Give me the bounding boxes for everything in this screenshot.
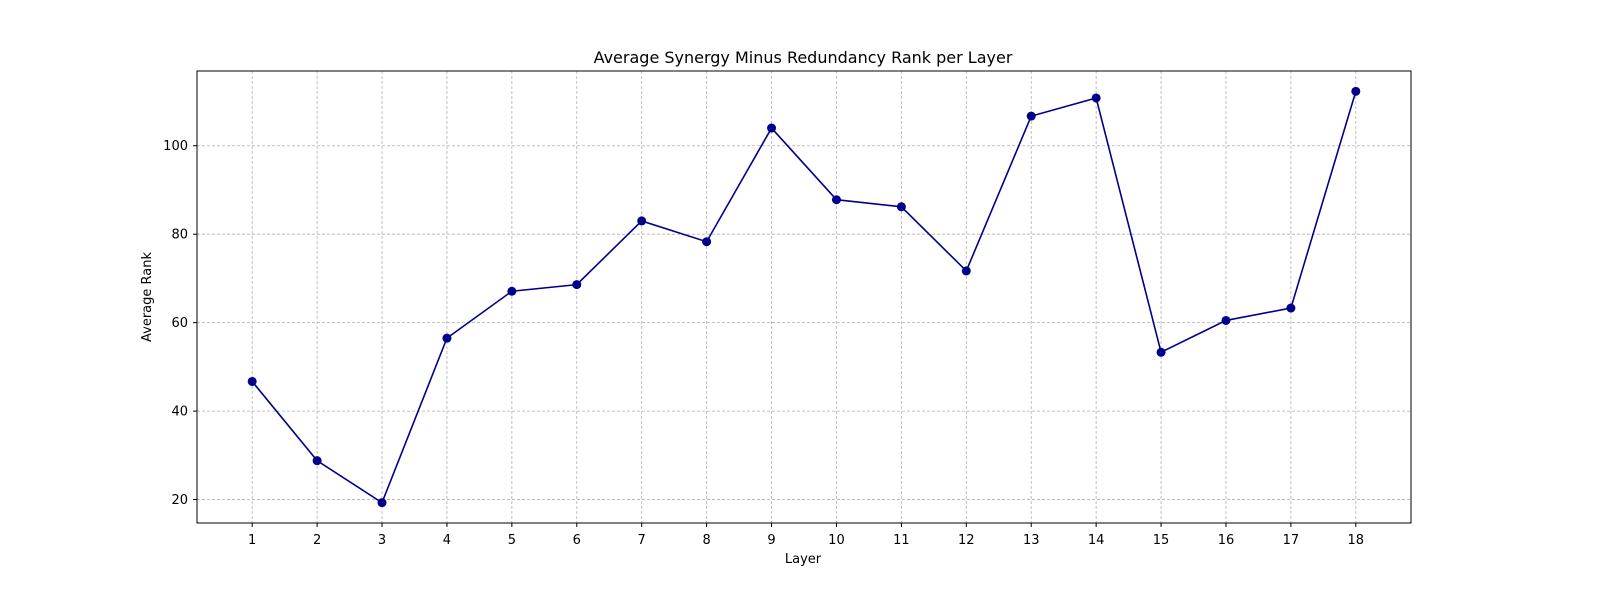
data-point (637, 216, 647, 226)
data-point (767, 123, 777, 133)
x-tick-label: 6 (573, 533, 581, 548)
plot-frame (196, 70, 1412, 524)
x-tick-label: 18 (1348, 533, 1365, 548)
x-tick-label: 7 (638, 533, 646, 548)
grid (197, 71, 1411, 523)
data-point (1351, 86, 1361, 96)
x-tick-label: 8 (702, 533, 710, 548)
series-layer (247, 86, 1361, 508)
y-axis-label: Average Rank (140, 252, 155, 342)
x-tick-label: 16 (1218, 533, 1235, 548)
data-point (377, 498, 387, 508)
data-point (312, 456, 322, 466)
x-tick-label: 11 (893, 533, 910, 548)
data-point (572, 280, 582, 290)
x-tick-label: 12 (958, 533, 975, 548)
y-tick-label: 40 (171, 405, 188, 420)
series-line (251, 91, 1357, 504)
data-point (507, 286, 517, 296)
data-point (896, 202, 906, 212)
data-point (1091, 93, 1101, 103)
data-point (702, 237, 712, 247)
x-tick-label: 14 (1088, 533, 1105, 548)
y-tick-label: 80 (171, 228, 188, 243)
data-point (1156, 347, 1166, 357)
data-point (831, 195, 841, 205)
x-tick-label: 9 (767, 533, 775, 548)
data-point (442, 333, 452, 343)
x-tick-label: 1 (248, 533, 256, 548)
data-point (961, 266, 971, 276)
y-tick-label: 100 (163, 139, 188, 154)
x-tick-label: 10 (828, 533, 845, 548)
data-point (1286, 303, 1296, 313)
y-tick-label: 20 (171, 493, 188, 508)
data-point (247, 376, 257, 386)
data-point (1026, 111, 1036, 121)
x-tick-label: 17 (1283, 533, 1300, 548)
x-tick-label: 3 (378, 533, 386, 548)
data-point (1221, 315, 1231, 325)
chart-title: Average Synergy Minus Redundancy Rank pe… (594, 48, 1013, 67)
x-tick-label: 5 (508, 533, 516, 548)
y-tick-label: 60 (171, 316, 188, 331)
x-axis-label: Layer (785, 552, 822, 567)
x-tick-label: 13 (1023, 533, 1040, 548)
x-tick-label: 2 (313, 533, 321, 548)
x-tick-label: 15 (1153, 533, 1170, 548)
x-tick-label: 4 (443, 533, 451, 548)
